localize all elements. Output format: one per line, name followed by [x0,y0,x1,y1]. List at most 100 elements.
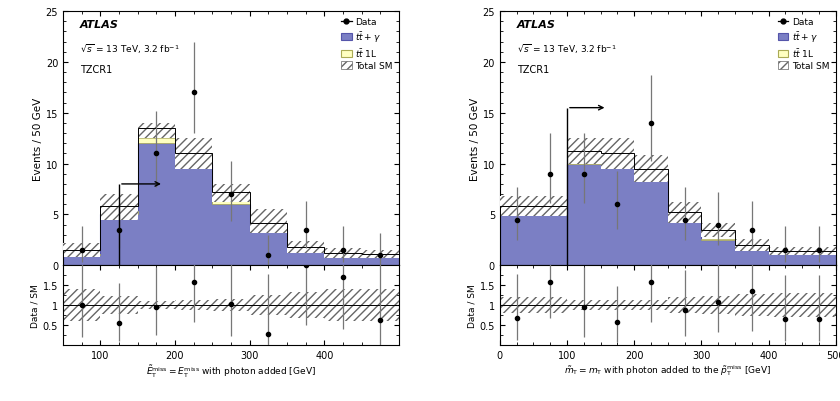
Text: ATLAS: ATLAS [80,20,118,30]
Legend: Data, $t\bar{t}+\gamma$, $t\bar{t}$ 1L, Total SM: Data, $t\bar{t}+\gamma$, $t\bar{t}$ 1L, … [775,16,832,73]
Text: $\sqrt{s}$ = 13 TeV, 3.2 fb$^{-1}$: $\sqrt{s}$ = 13 TeV, 3.2 fb$^{-1}$ [517,43,617,56]
Bar [567,300,601,310]
Bar [213,184,249,203]
Bar [567,161,601,164]
Y-axis label: Events / 50 GeV: Events / 50 GeV [33,97,43,180]
Bar [769,247,802,255]
Bar [533,297,567,313]
Bar [175,139,213,169]
Bar [287,241,324,253]
Bar [735,239,769,251]
Bar [567,300,601,310]
Bar [100,194,138,220]
Bar [213,299,249,311]
Bar [735,294,769,316]
Bar [324,248,362,259]
Bar [533,196,567,217]
Bar [100,194,138,220]
Bar [100,296,138,314]
Bar [287,241,324,253]
Bar [100,296,138,314]
Bar [362,250,399,259]
Bar [601,139,634,169]
X-axis label: $\tilde{E}_{\mathrm{T}}^{\mathrm{miss}} = E_{\mathrm{T}}^{\mathrm{miss}}$ with p: $\tilde{E}_{\mathrm{T}}^{\mathrm{miss}} … [146,363,316,379]
Bar [701,296,735,314]
Bar [634,156,668,182]
Bar [802,294,836,317]
Bar [769,247,802,255]
Bar [601,300,634,310]
Bar [500,297,533,313]
Bar [138,138,175,144]
Bar [138,301,175,309]
Bar [668,297,701,313]
Bar [802,247,836,255]
Bar [802,247,836,255]
Bar [362,290,399,321]
Bar [533,196,567,217]
Bar [175,160,213,164]
Bar [668,203,701,223]
Text: TZCR1: TZCR1 [80,65,112,75]
Bar [668,218,701,220]
Bar [213,202,249,205]
Bar [249,296,287,315]
Bar [249,296,287,315]
Y-axis label: Events / 50 GeV: Events / 50 GeV [470,97,480,180]
Bar [533,214,567,215]
Bar [63,290,100,321]
Bar [138,124,175,139]
Bar [138,301,175,309]
Bar [500,297,533,313]
Bar [500,196,533,217]
Bar [634,300,668,310]
Bar [324,248,362,259]
Bar [634,156,668,182]
Bar [802,294,836,317]
Bar [668,203,701,223]
Bar [500,214,533,215]
Text: TZCR1: TZCR1 [517,65,549,75]
Bar [500,196,533,217]
Bar [324,290,362,321]
Text: ATLAS: ATLAS [517,20,555,30]
Bar [601,159,634,164]
Bar [735,239,769,251]
Bar [63,243,100,257]
Bar [634,300,668,310]
Bar [769,294,802,317]
Bar [567,139,601,164]
Bar [63,290,100,321]
Bar [362,290,399,321]
Bar [735,294,769,316]
Bar [213,184,249,203]
Bar [287,293,324,318]
Y-axis label: Data / SM: Data / SM [468,284,477,327]
Bar [601,139,634,169]
Bar [701,223,735,237]
Bar [701,239,735,240]
Bar [701,223,735,237]
Bar [567,139,601,164]
Bar [249,210,287,233]
Bar [324,290,362,321]
Bar [249,210,287,233]
Bar [362,250,399,259]
Bar [175,300,213,310]
Bar [63,243,100,257]
Bar [287,249,324,250]
Y-axis label: Data / SM: Data / SM [31,284,40,327]
Bar [213,299,249,311]
Bar [668,297,701,313]
Bar [100,211,138,215]
Bar [175,300,213,310]
Bar [533,297,567,313]
Bar [287,293,324,318]
Bar [249,228,287,230]
Bar [175,139,213,169]
Legend: Data, $t\bar{t}+\gamma$, $t\bar{t}$ 1L, Total SM: Data, $t\bar{t}+\gamma$, $t\bar{t}$ 1L, … [339,16,395,73]
Bar [601,300,634,310]
Bar [769,294,802,317]
Bar [138,124,175,139]
Bar [735,249,769,250]
